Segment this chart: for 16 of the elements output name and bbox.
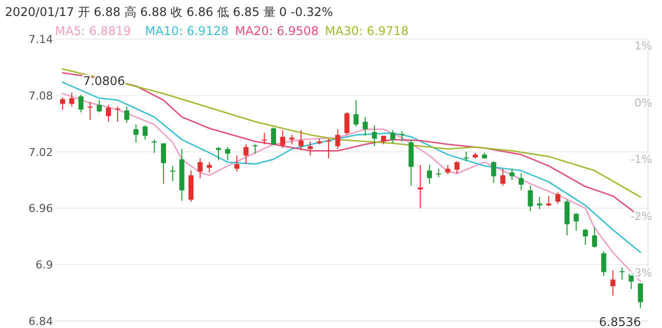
y-tick-label: 6.96 [28,202,53,216]
text: MA30: 6.9718 [325,24,409,38]
y2-tick-label: 0% [634,96,652,110]
y2-tick-label: 1% [634,40,652,52]
chart-title: 2020/01/17 开 6.88 高 6.88 收 6.86 低 6.85 量 0 -0.32% [5,5,334,19]
y-tick-label: 6.9 [36,258,53,272]
y-tick-label: 7.02 [28,146,53,159]
text: MA5: 6.8819 [55,24,132,38]
text: MA20: 6.9508 [235,24,319,38]
y-tick-label: 7.14 [28,33,53,46]
y-tick-label: 6.84 [28,315,53,328]
y-tick-label: 7.08 [28,89,53,102]
y2-tick-label: -2% [630,210,652,223]
text: MA10: 6.9128 [145,24,229,38]
y2-tick-label: -1% [630,153,652,166]
annotation: 6.8536 [599,315,641,328]
